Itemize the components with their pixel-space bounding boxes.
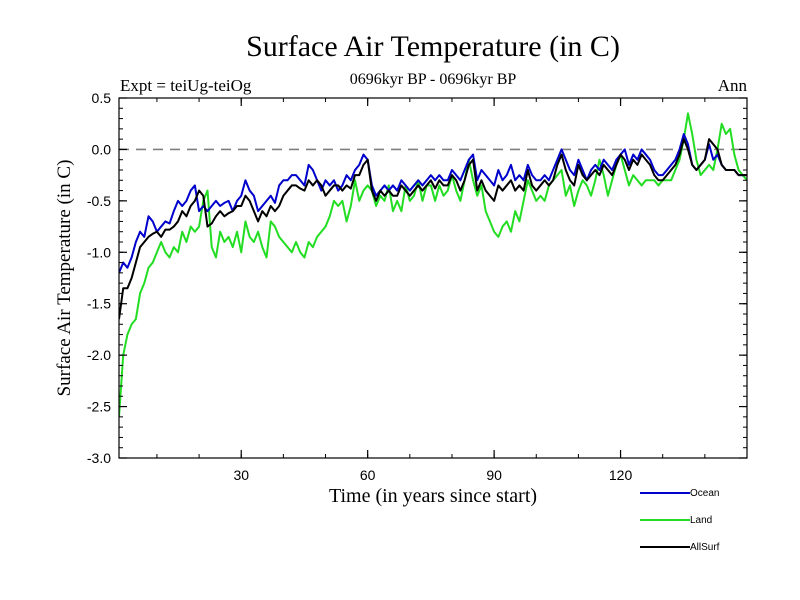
y-tick-label: -2.5 — [87, 399, 111, 415]
plot-frame — [118, 97, 748, 459]
legend-label-land: Land — [690, 515, 712, 526]
legend: Ocean Land AllSurf — [640, 488, 720, 553]
season-label: Ann — [718, 76, 748, 95]
series-line-allsurf — [119, 138, 747, 320]
y-tick-label: -3.0 — [87, 450, 111, 466]
x-tick-label: 90 — [486, 467, 502, 483]
x-tick-label: 60 — [360, 467, 376, 483]
x-tick-label: 120 — [609, 467, 633, 483]
x-axis-label: Time (in years since start) — [329, 485, 537, 507]
y-tick-label: -1.5 — [87, 296, 111, 312]
chart-subtitle: 0696kyr BP - 0696kyr BP — [350, 71, 517, 88]
chart-title: Surface Air Temperature (in C) — [246, 30, 620, 63]
y-axis-label: Surface Air Temperature (in C) — [54, 160, 75, 397]
y-tick-label: -0.5 — [87, 193, 111, 209]
series-line-ocean — [119, 133, 747, 274]
legend-label-ocean: Ocean — [690, 488, 719, 499]
y-tick-label: -1.0 — [87, 244, 111, 260]
y-tick-label: 0.0 — [92, 141, 112, 157]
series-line-land — [119, 112, 747, 417]
y-tick-label: -2.0 — [87, 347, 111, 363]
x-tick-label: 30 — [233, 467, 249, 483]
y-tick-label: 0.5 — [92, 90, 112, 106]
legend-label-allsurf: AllSurf — [690, 542, 720, 553]
experiment-label: Expt = teiUg-teiOg — [120, 76, 252, 95]
